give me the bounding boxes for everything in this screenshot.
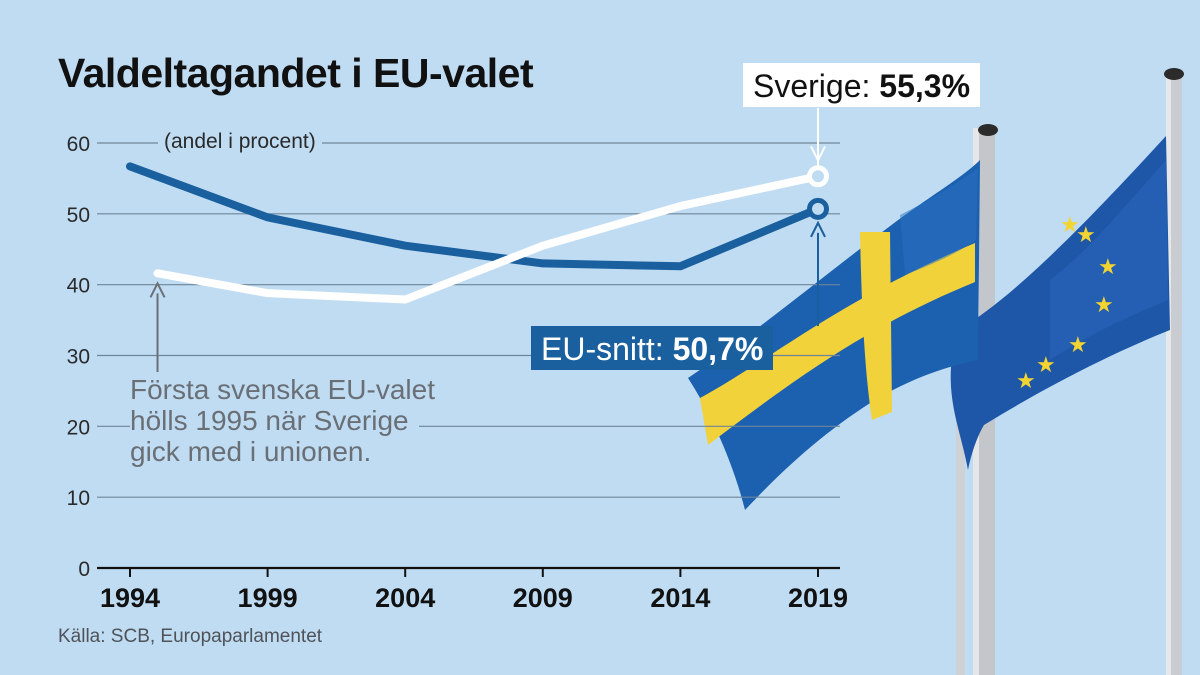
eu-callout-label: EU-snitt: (541, 331, 673, 367)
series-line-eu-snitt (126, 162, 822, 271)
annotation-arrow-head (149, 281, 166, 298)
y-tick-label: 30 (67, 346, 90, 369)
series-end-marker-sverige (807, 165, 829, 188)
series-end-marker-eu-snitt (807, 197, 829, 220)
svg-text:★: ★ (1076, 223, 1096, 248)
source-note: Källa: SCB, Europaparlamentet (58, 626, 323, 647)
svg-text:★: ★ (1060, 213, 1080, 238)
svg-text:★: ★ (1036, 353, 1056, 378)
annotation-line: hölls 1995 när Sverige (130, 405, 419, 436)
eu-callout-value: 50,7% (672, 331, 764, 367)
sverige-callout: Sverige: 55,3% (743, 63, 981, 107)
x-tick-label: 2009 (513, 583, 573, 613)
x-tick-label: 1994 (100, 583, 160, 613)
svg-text:★: ★ (1094, 293, 1114, 318)
svg-text:★: ★ (1068, 333, 1088, 358)
x-tick-label: 2019 (788, 583, 848, 613)
svg-text:★: ★ (1016, 369, 1036, 394)
x-tick-label: 1999 (238, 583, 298, 613)
x-tick-label: 2004 (375, 583, 435, 613)
svg-text:★: ★ (1098, 255, 1118, 280)
y-tick-label: 0 (78, 558, 90, 581)
y-tick-label: 20 (67, 416, 90, 439)
y-tick-label: 40 (67, 275, 90, 298)
annotation-line: Första svenska EU-valet (130, 374, 445, 405)
y-tick-label: 50 (67, 204, 90, 227)
eu-callout-arrow-head (810, 220, 826, 238)
y-tick-label: 10 (67, 487, 90, 510)
sweden-flag-icon (688, 160, 980, 510)
eu-flag-icon: ★★ ★★ ★★ ★ (950, 136, 1170, 470)
chart-title: Valdeltagandet i EU-valet (58, 50, 534, 96)
sverige-callout-value: 55,3% (879, 68, 971, 104)
sverige-callout-arrow-head (810, 145, 826, 163)
y-tick-label: 60 (67, 133, 90, 156)
annotation-note: Första svenska EU-valet hölls 1995 när S… (130, 374, 445, 467)
x-tick-label: 2014 (650, 583, 710, 613)
eu-callout: EU-snitt: 50,7% (531, 326, 774, 370)
chart-subtitle: (andel i procent) (158, 130, 322, 154)
sverige-callout-label: Sverige: (753, 68, 880, 104)
annotation-line: gick med i unionen. (130, 436, 382, 467)
series-line-sverige (153, 172, 822, 304)
